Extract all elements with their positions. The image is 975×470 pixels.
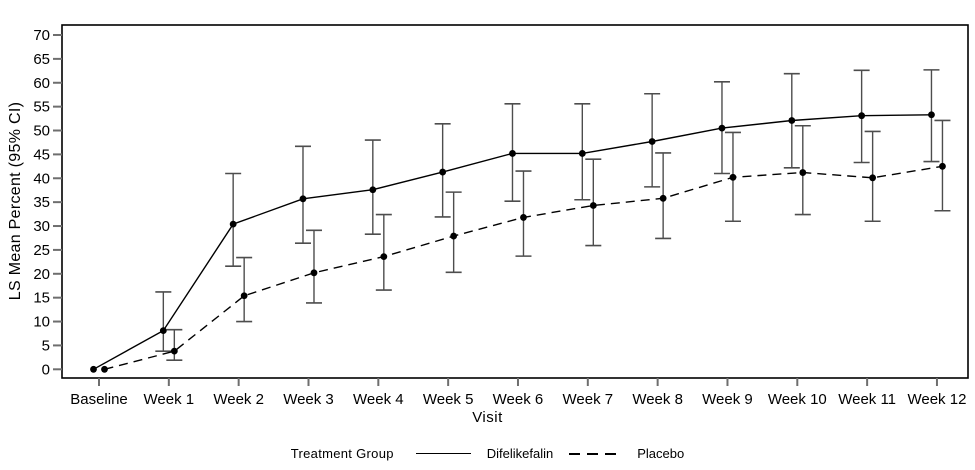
data-point [170, 347, 178, 355]
y-axis-ticks: 0 5 10 15 20 25 30 35 40 45 50 55 60 65 70 [33, 27, 62, 378]
svg-text:15: 15 [33, 290, 50, 307]
svg-text:Week 6: Week 6 [493, 391, 544, 408]
plot-canvas: 0 5 10 15 20 25 30 35 40 45 50 55 60 65 70 Baseline Week… [33, 24, 969, 408]
svg-text:10: 10 [33, 314, 50, 331]
data-point [310, 269, 318, 277]
data-point [101, 365, 108, 373]
svg-text:Week 10: Week 10 [768, 391, 827, 408]
svg-text:Week 11: Week 11 [838, 391, 896, 408]
svg-text:35: 35 [33, 194, 50, 211]
data-point [520, 214, 527, 221]
x-axis-ticks: Baseline Week 1 Week 2 Week 3 Week 4 Week 5 We… [70, 378, 966, 408]
data-point [589, 202, 597, 209]
svg-text:Week 8: Week 8 [632, 391, 683, 408]
data-point [299, 195, 307, 203]
svg-text:45: 45 [33, 146, 50, 163]
data-point [939, 162, 946, 170]
svg-text:25: 25 [33, 242, 50, 259]
data-point [718, 124, 726, 132]
x-axis-title: Visit [472, 409, 503, 426]
series-difelikefalin [90, 69, 940, 373]
svg-text:70: 70 [33, 27, 50, 44]
data-point [578, 150, 586, 157]
legend-title: Treatment Group [290, 446, 394, 461]
svg-text:Baseline: Baseline [70, 391, 128, 408]
svg-text:55: 55 [33, 99, 50, 116]
legend-label-placebo: Placebo [637, 446, 685, 461]
data-point [729, 173, 737, 181]
data-point [869, 174, 877, 182]
svg-text:65: 65 [33, 51, 50, 68]
svg-text:Week 7: Week 7 [563, 391, 614, 408]
svg-text:0: 0 [42, 361, 50, 378]
svg-text:60: 60 [33, 75, 50, 92]
data-point [788, 117, 796, 124]
svg-text:Week 12: Week 12 [907, 391, 966, 408]
svg-text:Week 3: Week 3 [283, 391, 334, 408]
data-point [509, 150, 516, 157]
dashed-line-swatch [569, 452, 622, 455]
data-point [799, 169, 807, 176]
legend: Treatment Group Difelikefalin Placebo [0, 446, 975, 461]
data-point [229, 220, 237, 228]
data-point [90, 365, 97, 373]
svg-text:Week 4: Week 4 [353, 391, 404, 408]
svg-text:5: 5 [42, 337, 50, 354]
svg-text:Week 2: Week 2 [213, 391, 264, 408]
solid-line-swatch [415, 453, 471, 454]
data-point [928, 111, 935, 119]
data-point [858, 112, 866, 120]
svg-text:40: 40 [33, 170, 50, 187]
data-point [439, 168, 447, 176]
svg-text:Week 9: Week 9 [702, 391, 753, 408]
y-axis-title: LS Mean Percent (95% CI) [7, 101, 24, 301]
data-point [159, 327, 167, 335]
series-placebo [101, 119, 951, 373]
legend-label-difelikefalin: Difelikefalin [486, 446, 554, 461]
data-point [659, 194, 667, 202]
svg-text:20: 20 [33, 266, 50, 283]
data-point [450, 232, 458, 240]
data-point [240, 292, 248, 300]
data-point [380, 253, 388, 260]
svg-text:30: 30 [33, 218, 50, 235]
svg-text:Week 5: Week 5 [423, 391, 474, 408]
svg-text:Week 1: Week 1 [144, 391, 195, 408]
data-point [648, 138, 656, 145]
data-point [369, 186, 377, 194]
svg-text:50: 50 [33, 123, 50, 140]
